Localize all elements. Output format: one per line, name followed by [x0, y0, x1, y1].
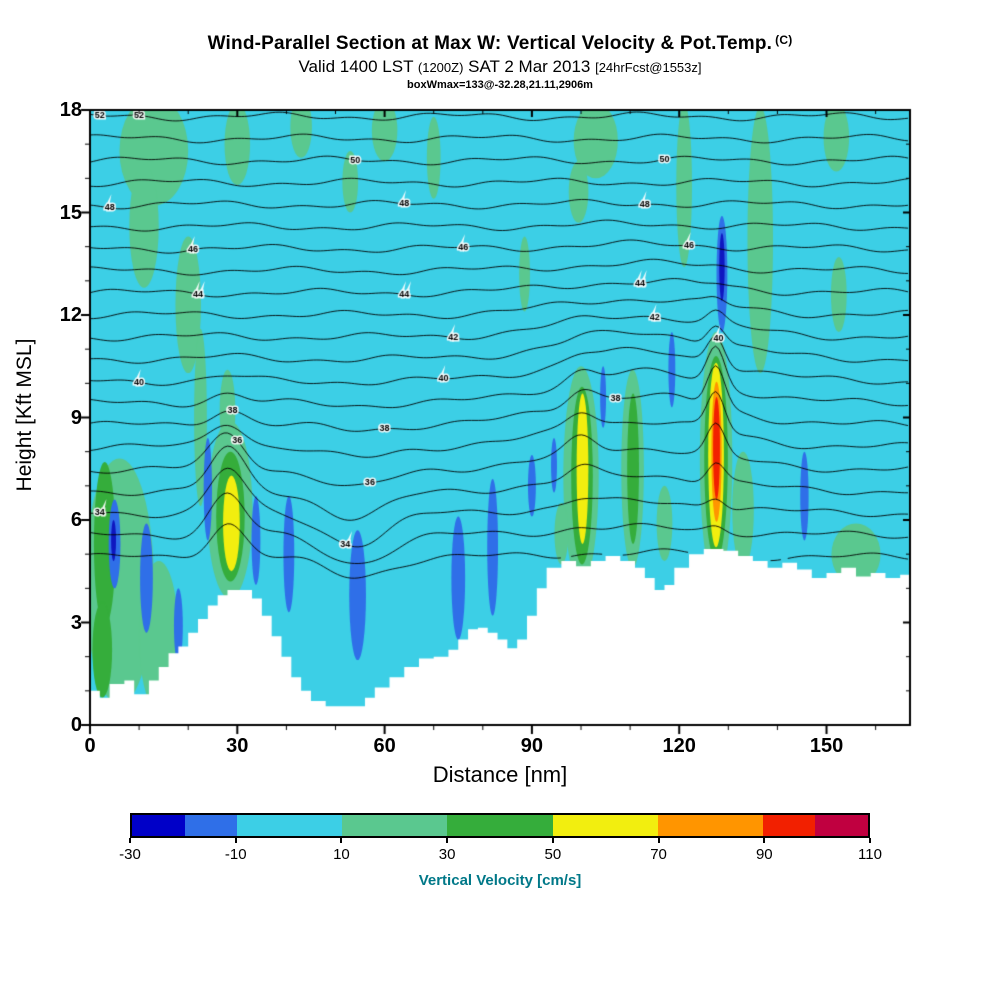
- colorbar-segment: [762, 815, 816, 836]
- colorbar-segment: [657, 815, 763, 836]
- chart-title-text: Wind-Parallel Section at Max W: Vertical…: [207, 33, 773, 54]
- colorbar-segment: [447, 815, 553, 836]
- chart-title-unit: (C): [775, 33, 793, 47]
- forecast-tag-text: [24hrFcst@1553z]: [595, 60, 702, 75]
- colorbar-segment: [184, 815, 238, 836]
- colorbar-segment: [237, 815, 343, 836]
- colorbar-segment: [132, 815, 185, 836]
- colorbar-segment: [815, 815, 868, 836]
- valid-date-text: SAT 2 Mar 2013: [463, 57, 596, 76]
- chart-subtitle: Valid 1400 LST (1200Z) SAT 2 Mar 2013 [2…: [0, 57, 1000, 77]
- colorbar: [130, 813, 870, 838]
- zulu-time-text: (1200Z): [417, 60, 464, 75]
- colorbar-segment: [552, 815, 658, 836]
- colorbar-caption: Vertical Velocity [cm/s]: [418, 872, 582, 889]
- box-wmax-info: boxWmax=133@-32.28,21.11,2906m: [407, 79, 593, 91]
- valid-time-text: Valid 1400 LST: [298, 57, 418, 76]
- colorbar-segment: [342, 815, 448, 836]
- y-axis-label: Height [Kft MSL]: [13, 338, 36, 492]
- x-axis-label: Distance [nm]: [432, 762, 568, 787]
- chart-title: Wind-Parallel Section at Max W: Vertical…: [0, 33, 1000, 55]
